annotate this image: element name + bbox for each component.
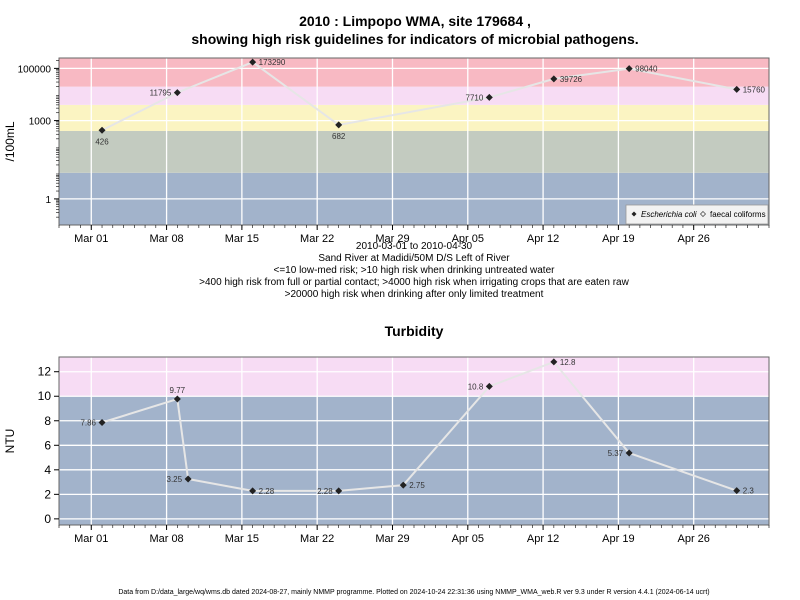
x-tick-label-4: Mar 29 xyxy=(375,233,409,245)
data-point-0 xyxy=(98,126,106,134)
data-point-5 xyxy=(399,481,407,489)
x-tick-label-4: Mar 29 xyxy=(375,533,409,545)
x-tick-label-5: Apr 05 xyxy=(452,533,484,545)
x-tick-label-0: Mar 01 xyxy=(74,533,108,545)
data-point-8 xyxy=(625,449,633,457)
data-point-9 xyxy=(733,487,741,495)
data-point-5 xyxy=(550,75,558,83)
x-tick-label-8: Apr 26 xyxy=(677,533,709,545)
legend-box xyxy=(625,204,769,225)
data-label-3: 682 xyxy=(332,132,346,141)
legend-fc-label: faecal coliforms xyxy=(710,210,766,219)
data-point-4 xyxy=(485,93,493,101)
data-label-1: 9.77 xyxy=(170,386,186,395)
y-tick-label-1: 2 xyxy=(44,487,51,501)
chart-title-line-2: showing high risk guidelines for indicat… xyxy=(191,31,639,47)
y-tick-label-2: 100000 xyxy=(18,64,52,75)
x-tick-label-3: Mar 22 xyxy=(300,233,334,245)
y-tick-label-4: 8 xyxy=(44,414,51,428)
x-tick-label-6: Apr 12 xyxy=(527,533,559,545)
data-point-4 xyxy=(335,487,343,495)
data-point-6 xyxy=(625,65,633,73)
panel-title-turbidity: Turbidity xyxy=(385,323,444,339)
data-point-7 xyxy=(550,358,558,366)
data-point-2 xyxy=(249,58,257,66)
caption-line-1: Sand River at Madidi/50M D/S Left of Riv… xyxy=(318,253,510,264)
data-label-0: 426 xyxy=(95,137,109,146)
data-label-3: 2.28 xyxy=(259,487,275,496)
data-label-6: 10.8 xyxy=(468,382,484,391)
risk-band-2 xyxy=(59,104,769,131)
data-label-5: 2.75 xyxy=(409,481,425,490)
x-tick-label-7: Apr 19 xyxy=(602,533,634,545)
x-tick-label-2: Mar 15 xyxy=(225,233,259,245)
x-tick-label-0: Mar 01 xyxy=(74,233,108,245)
data-label-7: 12.8 xyxy=(560,358,576,367)
risk-band-3 xyxy=(59,86,769,105)
y-tick-label-5: 10 xyxy=(38,389,52,403)
data-label-2: 3.25 xyxy=(167,475,183,484)
chart-title-line-1: 2010 : Limpopo WMA, site 179684 , xyxy=(299,13,531,29)
y-tick-label-3: 6 xyxy=(44,438,51,452)
x-tick-label-1: Mar 08 xyxy=(149,533,183,545)
data-point-2 xyxy=(184,475,192,483)
y-tick-label-1: 1000 xyxy=(29,117,52,128)
caption-line-3: >400 high risk from full or partial cont… xyxy=(199,277,629,288)
x-tick-label-5: Apr 05 xyxy=(452,233,484,245)
legend-ecoli-marker xyxy=(631,211,637,217)
y-tick-label-0: 1 xyxy=(45,195,51,206)
caption-line-4: >20000 high risk when drinking after onl… xyxy=(285,289,544,300)
caption-line-2: <=10 low-med risk; >10 high risk when dr… xyxy=(274,265,556,276)
risk-band-1 xyxy=(59,357,769,397)
data-label-0: 7.86 xyxy=(80,418,96,427)
series-line-2 xyxy=(101,360,738,492)
x-tick-label-1: Mar 08 xyxy=(149,233,183,245)
data-label-5: 39726 xyxy=(560,75,583,84)
data-label-7: 15760 xyxy=(743,85,766,94)
caption-line-0: 2010-03-01 to 2010-04-30 xyxy=(356,241,473,252)
y-tick-label-0: 0 xyxy=(44,512,51,526)
data-label-2: 173290 xyxy=(259,58,286,67)
risk-band-0 xyxy=(59,396,769,525)
x-tick-label-3: Mar 22 xyxy=(300,533,334,545)
data-label-8: 5.37 xyxy=(608,449,624,458)
x-tick-label-8: Apr 26 xyxy=(677,233,709,245)
data-point-1 xyxy=(173,89,181,97)
legend-fc-marker xyxy=(699,210,707,218)
risk-band-4 xyxy=(59,58,769,87)
y-tick-label-6: 12 xyxy=(38,365,52,379)
data-point-7 xyxy=(733,85,741,93)
y-axis-label-2: NTU xyxy=(3,429,17,454)
series-line-1 xyxy=(101,61,737,132)
data-point-3 xyxy=(249,487,257,495)
risk-band-1 xyxy=(59,130,769,173)
x-tick-label-7: Apr 19 xyxy=(602,233,634,245)
source-footer: Data from D:/data_large/wq/wms.db dated … xyxy=(118,589,710,596)
data-label-9: 2.3 xyxy=(743,487,755,496)
y-axis-label-1: /100mL xyxy=(3,121,17,161)
y-tick-label-2: 4 xyxy=(44,463,51,477)
data-label-4: 2.28 xyxy=(317,487,333,496)
legend-ecoli-label: Escherichia coli xyxy=(641,210,697,219)
data-label-1: 11795 xyxy=(150,89,172,98)
data-point-3 xyxy=(335,121,343,129)
data-point-1 xyxy=(173,395,181,403)
data-point-0 xyxy=(98,418,106,426)
x-tick-label-2: Mar 15 xyxy=(225,533,259,545)
data-point-6 xyxy=(485,382,493,390)
data-label-6: 98040 xyxy=(635,65,658,74)
x-tick-label-6: Apr 12 xyxy=(527,233,559,245)
data-label-4: 7710 xyxy=(466,93,484,102)
